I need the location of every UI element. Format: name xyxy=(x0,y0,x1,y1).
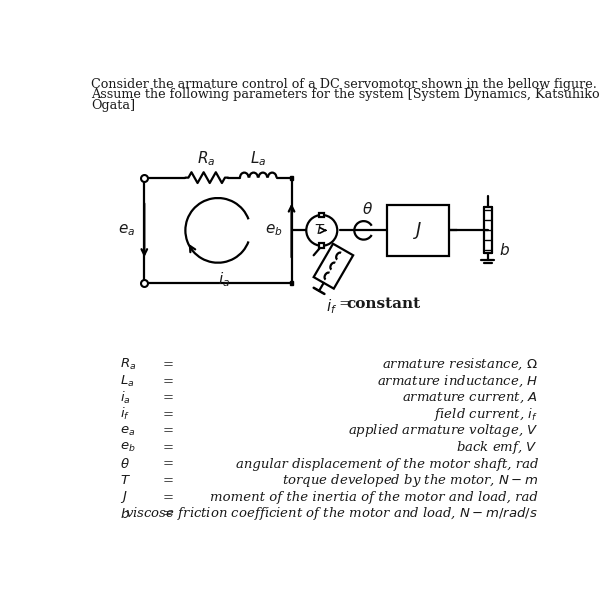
Text: =: = xyxy=(163,375,174,388)
Text: =: = xyxy=(163,507,174,520)
Text: armature current, $A$: armature current, $A$ xyxy=(402,391,538,405)
Text: $L_a$: $L_a$ xyxy=(250,149,266,168)
Bar xyxy=(290,176,293,179)
Text: $i_a$: $i_a$ xyxy=(218,270,230,289)
Text: $b$: $b$ xyxy=(499,242,510,258)
Text: $T$: $T$ xyxy=(314,223,325,236)
Text: =: = xyxy=(163,358,174,371)
Text: angular displacement of the motor shaft, rad: angular displacement of the motor shaft,… xyxy=(236,457,538,470)
Text: =: = xyxy=(163,391,174,405)
Text: $T$: $T$ xyxy=(119,474,130,487)
Text: $e_a$: $e_a$ xyxy=(118,222,135,238)
Circle shape xyxy=(306,215,337,246)
Text: =: = xyxy=(163,474,174,487)
Text: armature inductance, $H$: armature inductance, $H$ xyxy=(377,373,538,389)
Text: $e_b$: $e_b$ xyxy=(264,222,282,238)
Text: $i_a$: $i_a$ xyxy=(119,390,130,406)
Text: =: = xyxy=(163,424,174,437)
Text: Consider the armature control of a DC servomotor shown in the bellow figure.: Consider the armature control of a DC se… xyxy=(91,77,597,90)
Text: constant: constant xyxy=(347,297,421,311)
Text: $e_a$: $e_a$ xyxy=(119,424,135,438)
Text: moment of the inertia of the motor and load, rad: moment of the inertia of the motor and l… xyxy=(210,491,538,503)
Text: $J$: $J$ xyxy=(119,489,127,505)
Bar xyxy=(319,212,324,217)
Text: $b$: $b$ xyxy=(119,507,129,521)
Text: $R_a$: $R_a$ xyxy=(119,357,136,372)
Text: armature resistance, $\Omega$: armature resistance, $\Omega$ xyxy=(382,357,538,373)
Text: torque developed by the motor, $N - m$: torque developed by the motor, $N - m$ xyxy=(282,472,538,489)
Text: =: = xyxy=(163,457,174,470)
Text: =: = xyxy=(163,441,174,454)
Text: $i_f$: $i_f$ xyxy=(326,297,337,316)
Bar xyxy=(387,205,449,256)
Text: =: = xyxy=(163,408,174,421)
Text: $L_a$: $L_a$ xyxy=(119,374,134,389)
Bar xyxy=(290,281,293,285)
Text: $\theta$: $\theta$ xyxy=(362,201,373,217)
Text: $\theta$: $\theta$ xyxy=(119,457,129,471)
Text: $R_a$: $R_a$ xyxy=(197,149,216,168)
Text: =: = xyxy=(339,297,357,311)
Text: applied armature voltage, $V$: applied armature voltage, $V$ xyxy=(347,422,538,440)
Text: $i_f$: $i_f$ xyxy=(119,406,130,422)
Text: Assume the following parameters for the system [System Dynamics, Katsuhiko: Assume the following parameters for the … xyxy=(91,88,600,101)
Text: =: = xyxy=(163,491,174,503)
Text: back emf, $V$: back emf, $V$ xyxy=(456,439,538,456)
Text: field current, $i_f$: field current, $i_f$ xyxy=(434,406,538,423)
Bar xyxy=(319,244,324,248)
Text: Ogata]: Ogata] xyxy=(91,99,135,112)
Text: $e_b$: $e_b$ xyxy=(119,441,135,454)
Text: viscose friction coefficient of the motor and load, $N - m/rad/s$: viscose friction coefficient of the moto… xyxy=(125,505,538,523)
Text: $J$: $J$ xyxy=(413,220,423,241)
